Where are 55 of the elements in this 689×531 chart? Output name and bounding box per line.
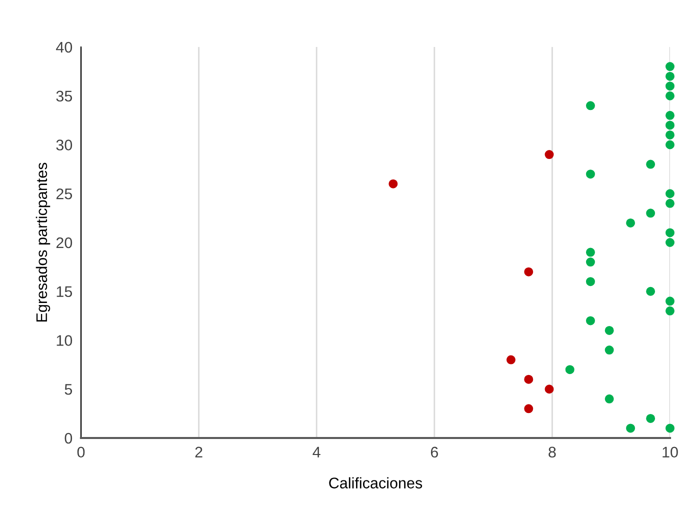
point — [586, 248, 595, 257]
y-tick-label: 30 — [56, 140, 72, 150]
point — [666, 140, 674, 150]
point — [586, 277, 595, 286]
y-tick-label: 35 — [56, 90, 72, 102]
y-tick-label: 5 — [64, 384, 72, 395]
point — [666, 82, 674, 91]
point — [666, 228, 674, 238]
y-tick-label: 25 — [56, 188, 72, 200]
point — [646, 414, 656, 423]
point — [524, 404, 534, 414]
x-tick-label: 6 — [430, 446, 438, 458]
point — [646, 160, 656, 169]
x-axis-title: Calificaciones — [329, 477, 422, 488]
point — [586, 101, 595, 110]
x-tick-label: 8 — [548, 446, 556, 458]
point — [666, 62, 674, 72]
y-tick-label: 10 — [56, 335, 72, 346]
y-tick-label: 0 — [64, 432, 72, 444]
point — [604, 394, 614, 404]
x-tick-label: 0 — [77, 446, 85, 458]
y-tick-label: 20 — [56, 237, 72, 248]
x-tick-label: 4 — [312, 446, 320, 458]
point — [506, 355, 516, 364]
point — [666, 130, 674, 140]
point — [388, 179, 398, 188]
point — [666, 424, 674, 433]
point — [544, 150, 554, 160]
y-tick-label: 40 — [56, 42, 72, 53]
point — [524, 374, 534, 384]
point — [666, 198, 674, 208]
y-axis-title: Egresados particpantes — [36, 162, 50, 322]
point — [586, 170, 595, 179]
point — [626, 424, 636, 433]
y-tick-label: 15 — [56, 286, 72, 298]
point — [646, 208, 656, 218]
point — [646, 286, 656, 296]
point — [666, 238, 674, 247]
point — [604, 346, 614, 355]
point — [666, 189, 674, 198]
x-tick-label: 10 — [662, 446, 678, 458]
point — [666, 72, 674, 81]
point — [666, 306, 674, 316]
point — [565, 365, 574, 374]
x-tick-label: 2 — [195, 446, 202, 458]
point — [666, 91, 674, 100]
point — [666, 110, 674, 120]
point — [544, 384, 554, 394]
point — [666, 120, 674, 130]
point — [586, 258, 595, 267]
point — [524, 267, 534, 276]
point — [626, 218, 636, 228]
point — [586, 316, 595, 326]
point — [666, 296, 674, 306]
point — [604, 326, 614, 335]
